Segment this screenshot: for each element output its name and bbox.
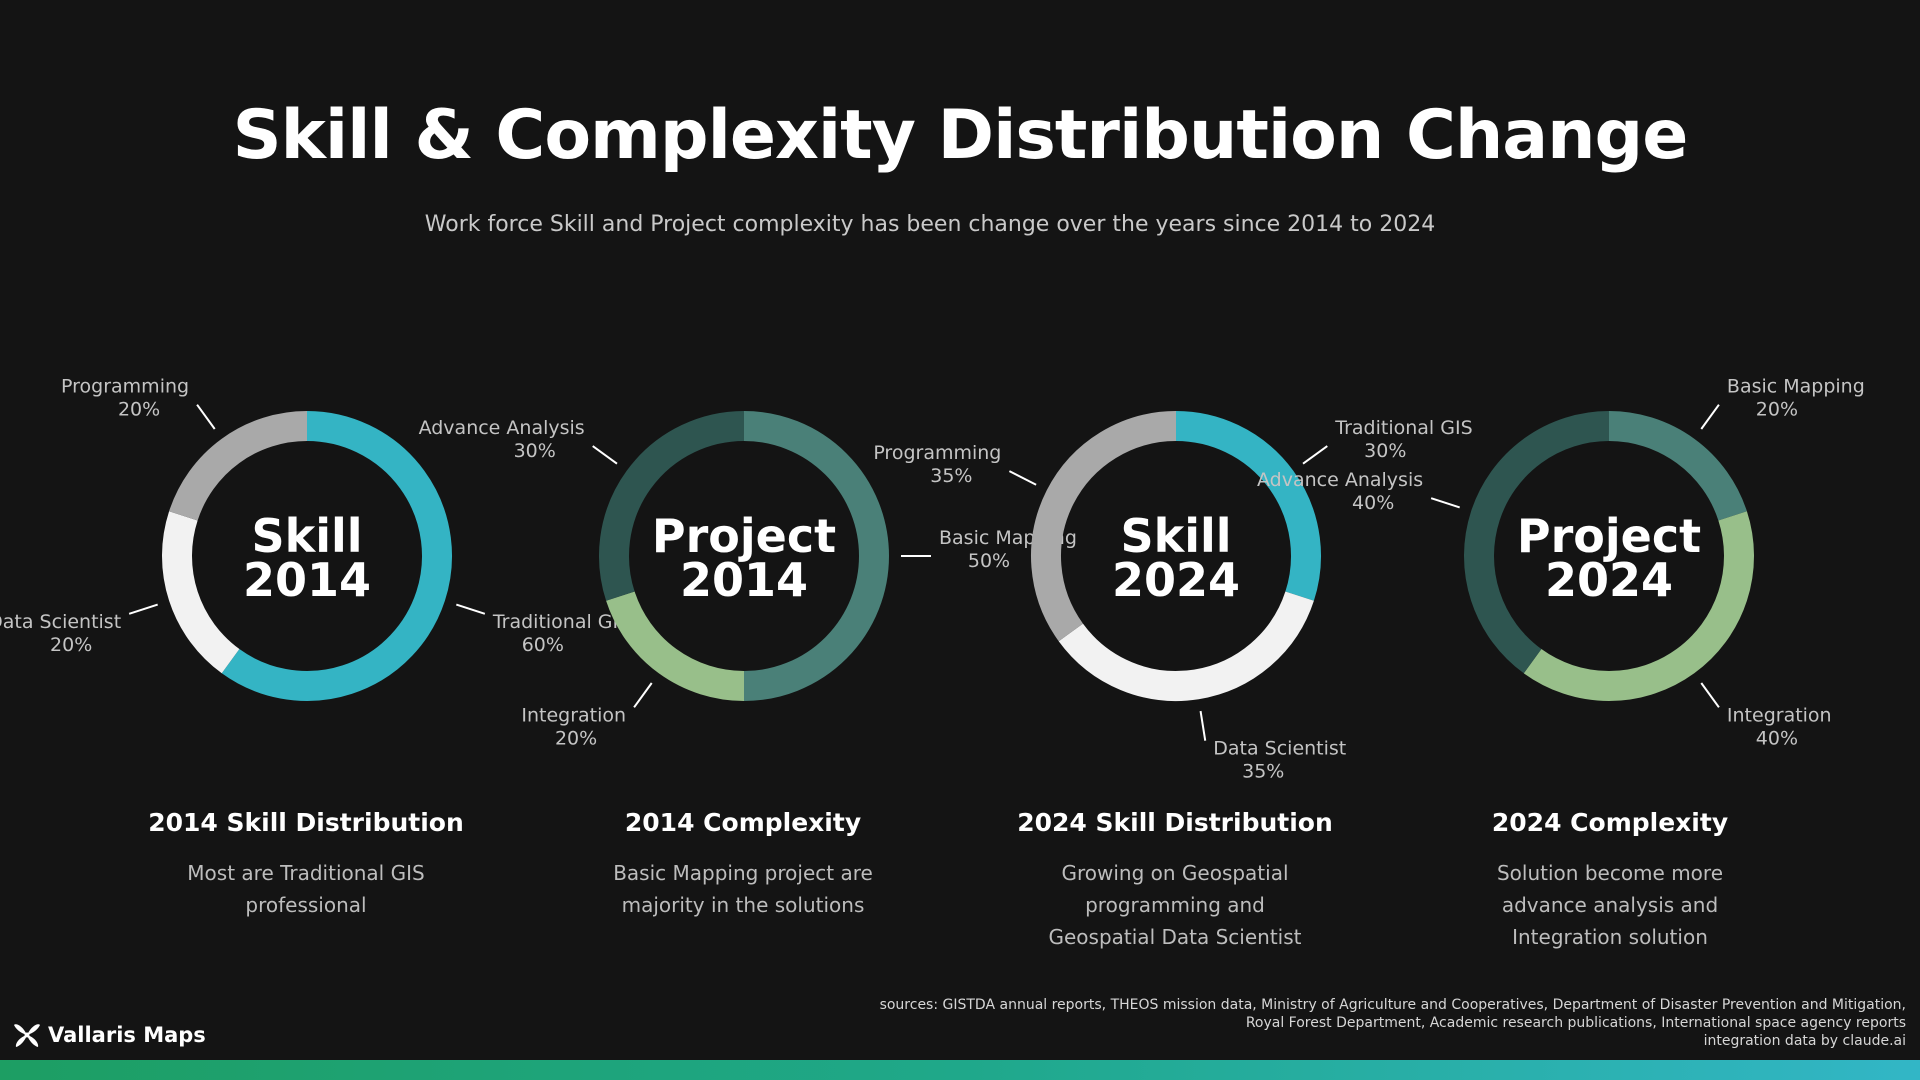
panel-desc: Basic Mapping project are majority in th… bbox=[563, 857, 923, 921]
panel-desc-line: Basic Mapping project are bbox=[613, 861, 873, 885]
donut-slice bbox=[221, 411, 452, 701]
sources-line: Royal Forest Department, Academic resear… bbox=[1245, 1015, 1906, 1031]
slice-value-label: 20% bbox=[118, 399, 160, 421]
slice-value-label: 40% bbox=[1756, 727, 1798, 749]
panel-desc-line: Most are Traditional GIS bbox=[187, 861, 425, 885]
slice-value-label: 35% bbox=[1242, 761, 1284, 783]
slice-value-label: 30% bbox=[514, 440, 556, 462]
donut-slice bbox=[606, 591, 745, 701]
panel-title: 2014 Skill Distribution bbox=[148, 808, 464, 837]
panel-desc-line: Growing on Geospatial bbox=[1061, 861, 1289, 885]
slice-label: Basic Mapping bbox=[1727, 376, 1865, 398]
slice-value-label: 30% bbox=[1364, 440, 1406, 462]
panel-complexity-2014: 2014 Complexity Basic Mapping project ar… bbox=[563, 808, 923, 921]
slice-label: Traditional GIS bbox=[492, 611, 630, 633]
panel-desc: Most are Traditional GIS professional bbox=[126, 857, 486, 921]
panel-desc: Growing on Geospatial programming and Ge… bbox=[995, 857, 1355, 953]
panel-desc-line: Geospatial Data Scientist bbox=[1048, 925, 1302, 949]
slice-label: Data Scientist bbox=[1213, 738, 1346, 760]
leader-line bbox=[196, 404, 216, 430]
panel-desc-line: professional bbox=[245, 893, 367, 917]
donut-slice bbox=[1175, 411, 1321, 601]
vallaris-logo: Vallaris Maps bbox=[12, 1018, 206, 1052]
sources-note: sources: GISTDA annual reports, THEOS mi… bbox=[806, 996, 1906, 1050]
panel-desc-line: programming and bbox=[1085, 893, 1265, 917]
panel-title: 2024 Skill Distribution bbox=[1017, 808, 1333, 837]
donut-slice bbox=[162, 511, 240, 674]
slice-label: Programming bbox=[61, 376, 189, 398]
logo-text: Vallaris Maps bbox=[48, 1023, 206, 1047]
donut-slice bbox=[1464, 411, 1610, 674]
slice-label: Traditional GIS bbox=[1334, 417, 1472, 439]
leader-line bbox=[633, 682, 653, 708]
slice-value-label: 50% bbox=[968, 550, 1010, 572]
sources-line: integration data by claude.ai bbox=[1703, 1033, 1906, 1049]
donut-center-label: Skill bbox=[251, 509, 362, 563]
donut-slice bbox=[169, 411, 308, 521]
slice-value-label: 35% bbox=[930, 465, 972, 487]
donut-center-year: 2024 bbox=[1112, 553, 1240, 607]
panel-skill-2014: 2014 Skill Distribution Most are Traditi… bbox=[126, 808, 486, 921]
slice-label: Integration bbox=[521, 704, 626, 726]
leader-line bbox=[1302, 445, 1328, 465]
donut-slice bbox=[743, 411, 889, 701]
donut-center-year: 2014 bbox=[243, 553, 371, 607]
panel-desc-line: advance analysis and bbox=[1501, 893, 1719, 917]
panel-desc-line: Integration solution bbox=[1512, 925, 1708, 949]
donut-slice bbox=[1058, 591, 1314, 701]
donut-slice bbox=[1608, 411, 1747, 521]
slice-value-label: 40% bbox=[1352, 492, 1394, 514]
leader-line bbox=[1700, 404, 1720, 430]
bottom-gradient-bar bbox=[0, 1060, 1920, 1080]
donut-center-label: Skill bbox=[1120, 509, 1231, 563]
logo-mark-icon bbox=[14, 1024, 40, 1047]
page-title: Skill & Complexity Distribution Change bbox=[232, 96, 1689, 175]
leader-line bbox=[1430, 497, 1460, 509]
slice-label: Integration bbox=[1727, 704, 1832, 726]
slice-value-label: 20% bbox=[1756, 399, 1798, 421]
panel-title: 2014 Complexity bbox=[624, 808, 862, 837]
panel-desc-line: Solution become more bbox=[1496, 861, 1723, 885]
donut-slice bbox=[1031, 411, 1177, 642]
donut-slice bbox=[1523, 511, 1754, 701]
leader-line bbox=[1008, 470, 1037, 486]
leader-line bbox=[1199, 710, 1207, 741]
leader-line bbox=[1700, 682, 1720, 708]
panel-title: 2024 Complexity bbox=[1491, 808, 1729, 837]
slice-label: Data Scientist bbox=[0, 611, 121, 633]
slice-label: Programming bbox=[873, 442, 1001, 464]
sources-line: sources: GISTDA annual reports, THEOS mi… bbox=[879, 997, 1906, 1013]
panel-desc: Solution become more advance analysis an… bbox=[1430, 857, 1790, 953]
panel-complexity-2024: 2024 Complexity Solution become more adv… bbox=[1430, 808, 1790, 953]
donut-slice bbox=[599, 411, 745, 601]
donut-center-year: 2024 bbox=[1545, 553, 1673, 607]
panel-desc-line: majority in the solutions bbox=[621, 893, 865, 917]
panel-skill-2024: 2024 Skill Distribution Growing on Geosp… bbox=[995, 808, 1355, 953]
slice-label: Advance Analysis bbox=[419, 417, 585, 439]
page-subtitle: Work force Skill and Project complexity … bbox=[424, 212, 1436, 237]
slice-value-label: 60% bbox=[522, 634, 564, 656]
leader-line bbox=[128, 603, 158, 615]
leader-line bbox=[592, 445, 618, 465]
slice-value-label: 20% bbox=[50, 634, 92, 656]
donut-center-year: 2014 bbox=[680, 553, 808, 607]
slice-value-label: 20% bbox=[555, 727, 597, 749]
donut-center-label: Project bbox=[652, 509, 836, 563]
donut-center-label: Project bbox=[1517, 509, 1701, 563]
leader-line bbox=[456, 603, 486, 615]
slice-label: Advance Analysis bbox=[1257, 469, 1423, 491]
